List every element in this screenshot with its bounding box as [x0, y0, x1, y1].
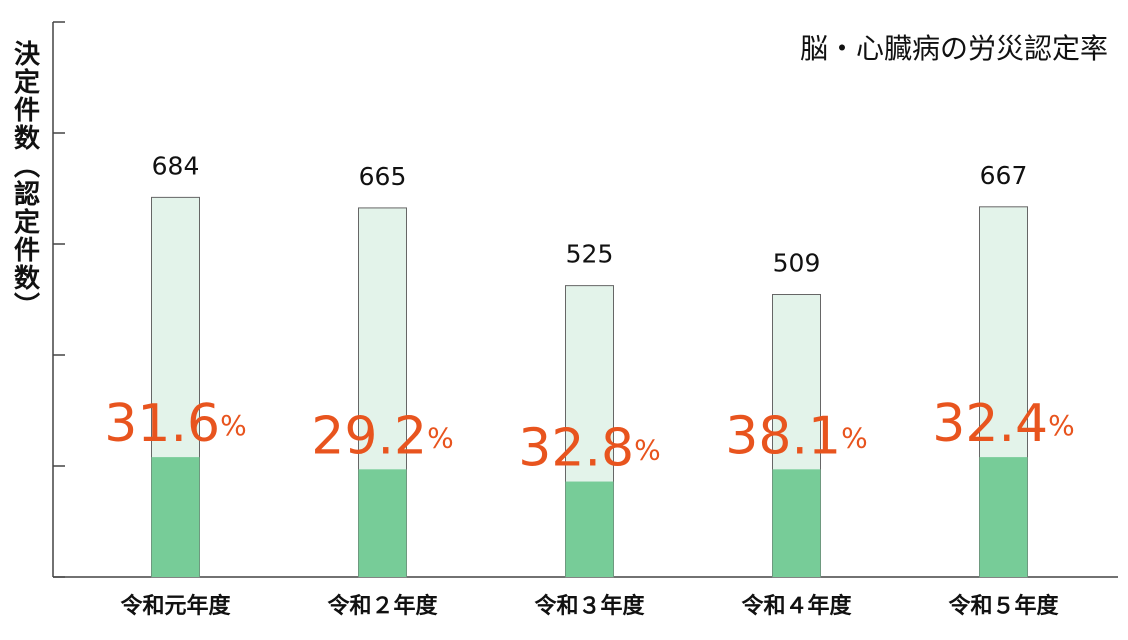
- x-tick-label: 令和５年度: [948, 593, 1059, 619]
- x-tick-label: 令和２年度: [327, 593, 438, 619]
- chart-title: 脳・心臓病の労災認定率: [800, 32, 1108, 65]
- value-label: 665: [359, 162, 407, 191]
- bar: [358, 469, 407, 577]
- value-label: 684: [152, 151, 200, 180]
- bar: [565, 481, 614, 577]
- x-tick-label: 令和元年度: [120, 593, 231, 619]
- bar: [979, 457, 1028, 577]
- x-tick-label: 令和４年度: [741, 593, 852, 619]
- rate-label: 32.4%: [932, 394, 1074, 454]
- y-axis-label: 決定件数（認定件数）: [10, 40, 40, 320]
- rate-label: 31.6%: [104, 394, 246, 454]
- value-label: 667: [980, 161, 1028, 190]
- bar: [772, 469, 821, 577]
- rate-label: 32.8%: [518, 419, 660, 479]
- rate-label: 38.1%: [725, 406, 867, 466]
- x-tick-label: 令和３年度: [534, 593, 645, 619]
- rate-label: 29.2%: [311, 406, 453, 466]
- bar: [151, 457, 200, 577]
- value-label: 525: [566, 240, 614, 269]
- value-label: 509: [773, 249, 821, 278]
